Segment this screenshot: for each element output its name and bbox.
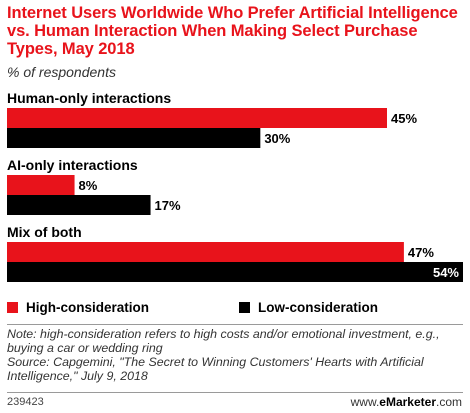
brand-suffix: .com bbox=[435, 395, 462, 409]
legend-swatch-low bbox=[239, 302, 250, 313]
data-label: 8% bbox=[79, 178, 98, 193]
brand-name: eMarketer bbox=[379, 395, 436, 409]
chart-id: 239423 bbox=[7, 396, 44, 408]
bar-low bbox=[7, 128, 261, 148]
data-label: 30% bbox=[264, 131, 290, 146]
bar-chart: Human-only interactions 45% 30% AI-only int… bbox=[7, 90, 463, 282]
category-label: Human-only interactions bbox=[7, 90, 171, 106]
brand-prefix: www. bbox=[350, 395, 380, 409]
category-label: AI-only interactions bbox=[7, 157, 138, 173]
brand-logo: www.eMarketer.com bbox=[351, 395, 462, 409]
note-text: Note: high-consideration refers to high … bbox=[7, 327, 440, 355]
chart-legend: High-consideration Low-consideration bbox=[7, 300, 463, 320]
divider-top bbox=[7, 324, 463, 325]
data-label: 54% bbox=[433, 265, 459, 280]
legend-item-high: High-consideration bbox=[7, 300, 149, 315]
data-label: 47% bbox=[408, 245, 434, 260]
legend-label-low: Low-consideration bbox=[258, 300, 379, 315]
data-label: 45% bbox=[391, 111, 417, 126]
legend-label-high: High-consideration bbox=[26, 300, 150, 315]
data-label: 17% bbox=[155, 198, 181, 213]
source-text: Source: Capgemini, "The Secret to Winnin… bbox=[7, 355, 424, 383]
divider-bottom bbox=[7, 392, 463, 393]
bar-high bbox=[7, 242, 404, 262]
legend-swatch-high bbox=[7, 302, 18, 313]
bar-high bbox=[7, 108, 387, 128]
bar-high bbox=[7, 175, 75, 195]
chart-title: Internet Users Worldwide Who Prefer Arti… bbox=[7, 4, 458, 58]
chart-subtitle: % of respondents bbox=[7, 64, 116, 80]
category-label: Mix of both bbox=[7, 224, 82, 240]
bar-low bbox=[7, 262, 463, 282]
footnote: Note: high-consideration refers to high … bbox=[7, 327, 465, 383]
legend-item-low: Low-consideration bbox=[239, 300, 378, 315]
bar-low bbox=[7, 195, 151, 215]
